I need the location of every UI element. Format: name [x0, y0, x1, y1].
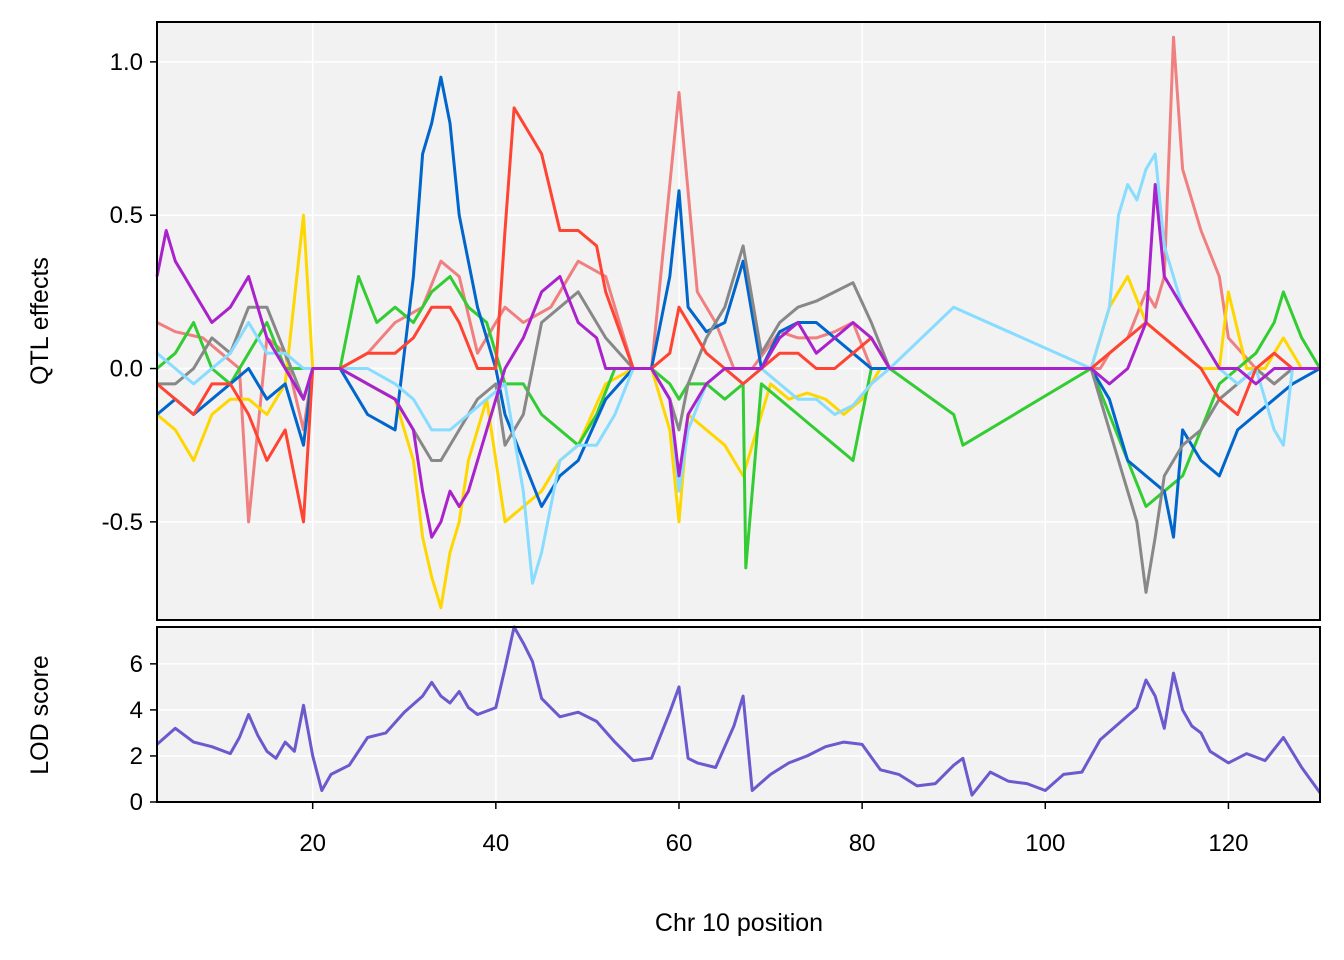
y-tick-label: 1.0: [110, 49, 143, 76]
effects-y-axis-label: QTL effects: [26, 257, 54, 385]
lod-y-ticks: 6 4 2 0: [130, 651, 157, 816]
effect-series-line-8: [155, 183, 1320, 539]
lod-y-axis-label: LOD score: [26, 655, 54, 774]
x-ticks: 20 40 60 80 100 120: [299, 802, 1248, 857]
x-tick-label: 40: [482, 830, 509, 857]
x-tick-label: 80: [849, 830, 876, 857]
effects-panel: 1.0 0.5 0.0 -0.5 QTL effects: [26, 21, 1322, 621]
lod-panel-frame: [156, 626, 1321, 803]
effects-y-ticks: 1.0 0.5 0.0 -0.5: [102, 49, 157, 536]
x-tick-label: 100: [1025, 830, 1065, 857]
y-tick-label: 0.5: [110, 202, 143, 229]
effects-panel-frame: [156, 21, 1321, 621]
x-tick-label: 20: [299, 830, 326, 857]
y-tick-label: 6: [130, 651, 143, 678]
x-axis-label: Chr 10 position: [655, 909, 823, 937]
lod-series-group: [156, 625, 1322, 797]
y-tick-label: 4: [130, 697, 143, 724]
lod-series-line: [156, 625, 1322, 797]
y-tick-label: 0: [130, 789, 143, 816]
x-tick-label: 60: [666, 830, 693, 857]
y-tick-label: 2: [130, 743, 143, 770]
effects-series-group: [155, 35, 1322, 610]
y-tick-label: 0.0: [110, 356, 143, 383]
x-tick-label: 120: [1208, 830, 1248, 857]
y-tick-label: -0.5: [102, 509, 143, 536]
